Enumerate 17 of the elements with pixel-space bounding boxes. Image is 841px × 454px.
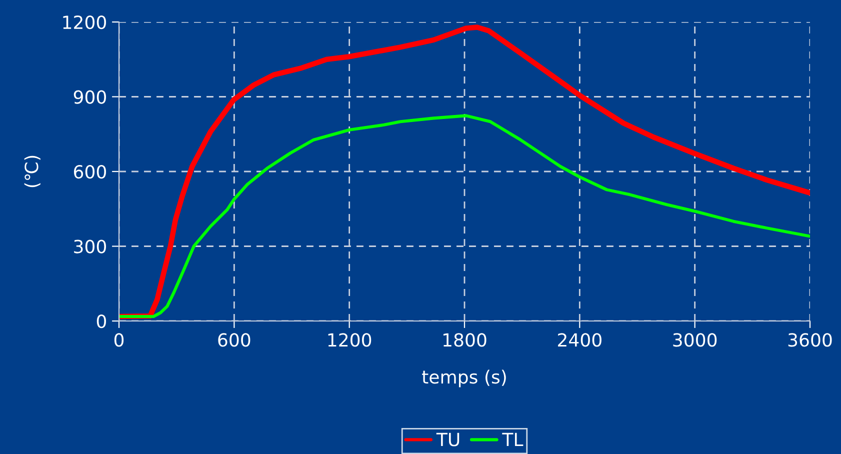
y-tick-label: 600 — [74, 164, 106, 179]
legend-label: TU — [436, 432, 460, 446]
x-tick-label: 3000 — [673, 333, 717, 347]
x-tick-label: 1800 — [444, 333, 486, 347]
x-tick-label: 3600 — [788, 333, 832, 347]
x-tick-label: 0 — [114, 333, 124, 347]
x-tick-label: 600 — [218, 333, 250, 347]
y-axis-title: (℃) — [24, 156, 40, 188]
y-tick-label: 900 — [74, 90, 106, 104]
line-series — [119, 114, 810, 318]
x-tick-label: 2400 — [558, 333, 602, 347]
x-axis-title: temps (s) — [422, 370, 506, 388]
x-tick-label: 1200 — [328, 333, 372, 347]
y-tick-label: 300 — [74, 240, 106, 254]
y-tick-label: 1200 — [63, 15, 106, 30]
y-tick-label: 0 — [96, 314, 106, 328]
legend-label: TL — [502, 432, 524, 446]
